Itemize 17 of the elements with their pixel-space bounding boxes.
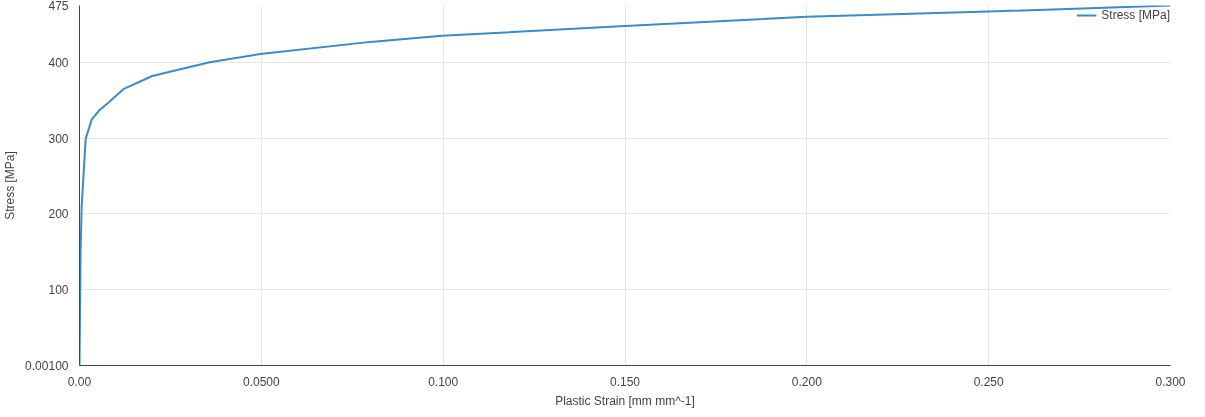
y-tick-label: 200 <box>48 207 69 222</box>
x-tick-label: 0.150 <box>609 374 641 389</box>
x-tick-label: 0.100 <box>428 374 459 389</box>
x-tick-label: 0.300 <box>1155 374 1186 389</box>
y-tick-label: 0.00100 <box>25 359 69 373</box>
x-tick-label: 0.200 <box>791 374 823 389</box>
x-tick-label: 0.00 <box>67 374 92 389</box>
y-tick-label: 475 <box>48 0 69 13</box>
y-tick-label: 400 <box>48 55 69 70</box>
x-axis-title: Plastic Strain [mm mm^-1] <box>555 393 695 408</box>
legend-label: Stress [MPa] <box>1101 8 1170 22</box>
y-axis-title: Stress [MPa] <box>3 151 18 220</box>
x-tick-label: 0.0500 <box>242 374 281 389</box>
x-tick-label: 0.250 <box>973 374 1005 389</box>
y-tick-label: 300 <box>48 131 69 146</box>
y-tick-label: 100 <box>48 283 69 298</box>
line-series <box>79 5 1171 366</box>
